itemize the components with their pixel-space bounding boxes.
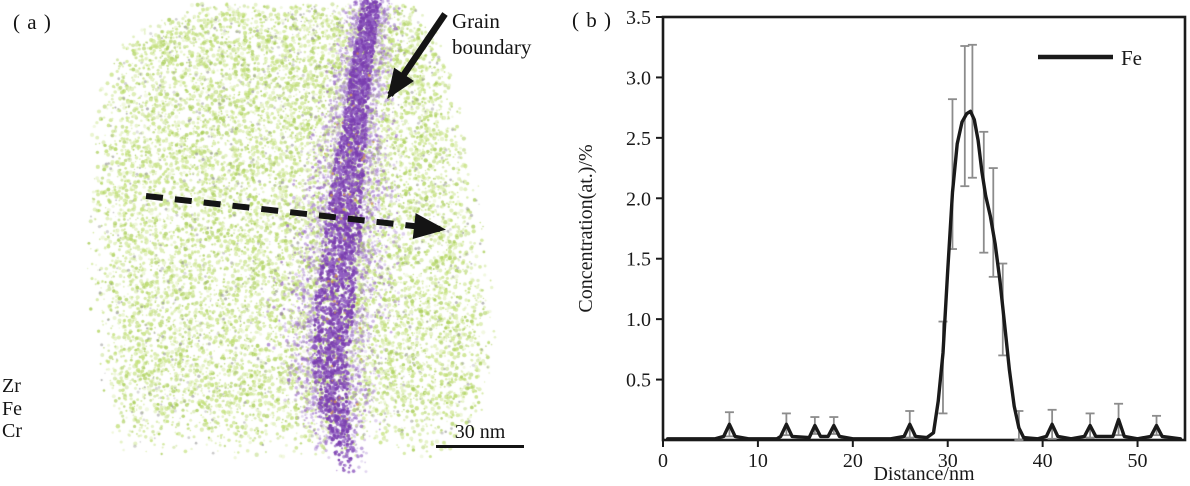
scale-bar: 30 nm (436, 421, 524, 448)
y-tick-label: 1.0 (626, 309, 651, 331)
x-tick-label: 10 (748, 450, 768, 472)
panel-a-atom-map: ( a ) Grain boundary Zr Fe Cr 30 nm (0, 0, 560, 486)
y-axis-title: Concentration(at.)/% (575, 144, 597, 312)
x-axis-title: Distance/nm (873, 463, 975, 485)
concentration-chart: 0 10 20 30 40 50 0.5 1.0 1.5 2.0 2.5 3.0 3.5 Distance… (575, 7, 1187, 485)
element-label-zr: Zr (2, 375, 21, 397)
panel-a-label: ( a ) (13, 10, 52, 34)
panel-b-label: ( b ) (572, 8, 612, 32)
x-tick-label: 50 (1128, 450, 1148, 472)
panel-b-concentration-chart: 0 10 20 30 40 50 0.5 1.0 1.5 2.0 2.5 3.0 3.5 Distance… (560, 0, 1190, 486)
y-tick-label: 2.0 (626, 188, 651, 210)
scale-bar-label: 30 nm (454, 421, 506, 443)
y-tick-label: 2.5 (626, 128, 651, 150)
grain-boundary-annotation: Grain boundary (452, 9, 532, 59)
x-tick-label: 0 (658, 450, 668, 472)
y-tick-label: 0.5 (626, 370, 651, 392)
legend-label: Fe (1121, 46, 1142, 70)
y-tick-label: 3.5 (626, 7, 651, 29)
x-tick-label: 30 (938, 450, 958, 472)
element-label-fe: Fe (2, 398, 22, 420)
y-tick-label: 3.0 (626, 67, 651, 89)
y-tick-label: 1.5 (626, 249, 651, 271)
element-label-cr: Cr (2, 420, 22, 442)
x-tick-label: 20 (843, 450, 863, 472)
fe-series-line (665, 109, 1182, 441)
x-tick-label: 40 (1033, 450, 1053, 472)
atom-map-canvas (0, 0, 560, 486)
plot-border (661, 15, 1187, 442)
